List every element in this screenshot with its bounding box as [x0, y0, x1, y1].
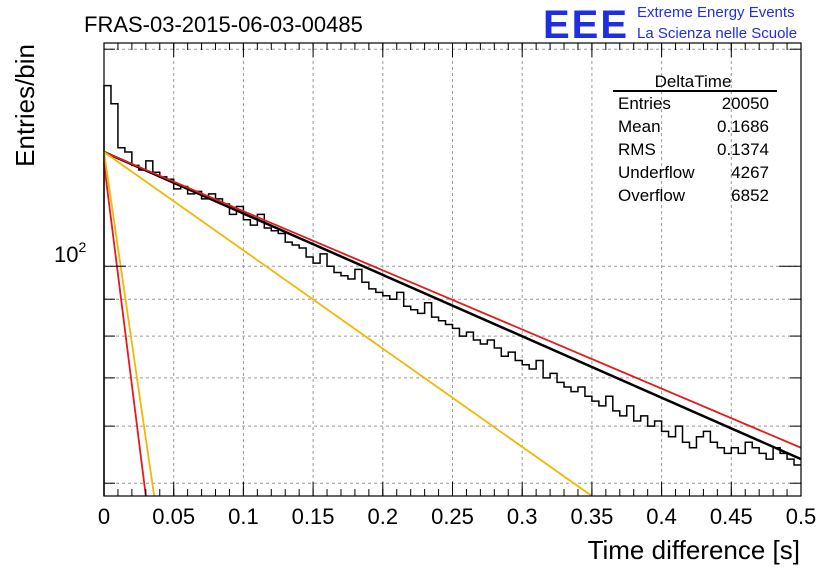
stats-value-rms: 0.1374: [717, 140, 769, 159]
x-tick-label: 0.2: [368, 504, 399, 529]
stats-value-mean: 0.1686: [717, 117, 769, 136]
logo-mark: EEE: [543, 3, 629, 47]
x-tick-label: 0.4: [646, 504, 677, 529]
fit-curve-3: [103, 162, 147, 497]
stats-value-entries: 20050: [722, 94, 769, 113]
fit-curve-1: [103, 151, 802, 449]
y-tick-label: 102: [54, 239, 86, 267]
stats-title: DeltaTime: [655, 72, 732, 91]
x-tick-label: 0.45: [710, 504, 753, 529]
x-tick-label: 0.1: [228, 504, 259, 529]
stats-label-overflow: Overflow: [618, 186, 686, 205]
logo-line-1: Extreme Energy Events: [637, 4, 795, 21]
x-tick-label: 0.05: [152, 504, 195, 529]
stats-value-underflow: 4267: [731, 163, 769, 182]
x-tick-label: 0.5: [786, 504, 817, 529]
stats-label-entries: Entries: [618, 94, 671, 113]
x-tick-label: 0.25: [431, 504, 474, 529]
fit-curves: [103, 150, 802, 497]
x-tick-label: 0.3: [507, 504, 538, 529]
y-tick-exponent: 2: [78, 239, 86, 255]
histogram: [103, 84, 801, 496]
fit-curve-0: [103, 150, 802, 461]
x-axis-title: Time difference [s]: [588, 535, 800, 565]
stats-box: DeltaTime Entries 20050 Mean 0.1686 RMS …: [613, 72, 777, 205]
x-tick-label: 0.35: [570, 504, 613, 529]
y-tick-base: 10: [54, 242, 78, 267]
fit-curve-4: [103, 151, 156, 497]
stats-label-underflow: Underflow: [618, 163, 695, 182]
y-axis-title: Entries/bin: [10, 44, 40, 167]
axes: 0 0.05 0.1 0.15 0.2 0.25 0.3 0.35 0.4 0.45 0.5: [98, 43, 816, 529]
x-tick-label: 0.15: [292, 504, 335, 529]
stats-value-overflow: 6852: [731, 186, 769, 205]
stats-label-rms: RMS: [618, 140, 656, 159]
histogram-steps: [103, 84, 801, 496]
chart-title: FRAS-03-2015-06-03-00485: [84, 12, 363, 37]
eee-logo: EEE Extreme Energy Events La Scienza nel…: [543, 3, 797, 47]
fit-curve-2: [103, 151, 593, 497]
stats-label-mean: Mean: [618, 117, 661, 136]
x-tick-label: 0: [98, 504, 110, 529]
logo-line-2: La Scienza nelle Scuole: [637, 25, 797, 42]
